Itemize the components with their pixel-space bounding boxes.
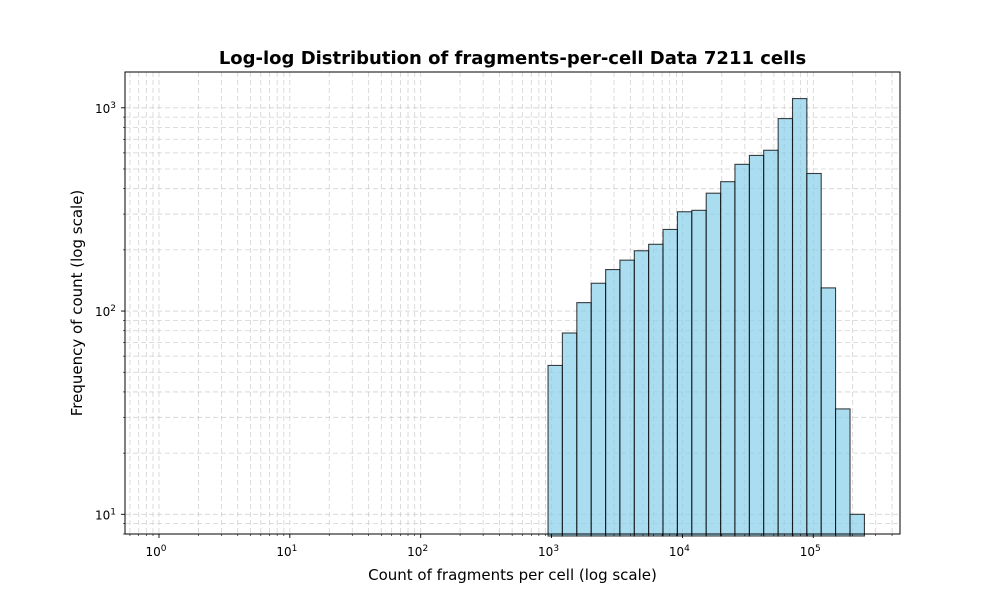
x-tick-label: 105 (800, 544, 821, 559)
histogram-bar (791, 98, 808, 537)
histogram-bar (605, 269, 621, 537)
x-tick-label: 100 (145, 544, 166, 559)
histogram-bar (734, 163, 750, 537)
histogram-bar (849, 513, 865, 537)
plot-area (121, 71, 901, 538)
x-axis-label: Count of fragments per cell (log scale) (368, 566, 657, 584)
histogram-bar (691, 209, 707, 537)
x-tick-label: 101 (276, 544, 297, 559)
y-axis-tick-labels: 101 102 103 (95, 101, 116, 523)
histogram-bar (576, 302, 592, 537)
x-tick-label: 104 (669, 544, 690, 559)
histogram-bars (547, 98, 865, 537)
histogram-bar (676, 211, 693, 537)
histogram-bar (633, 250, 650, 537)
y-tick-label: 103 (95, 101, 116, 116)
y-tick-label: 101 (95, 507, 116, 522)
histogram-bar (835, 408, 851, 537)
histogram-bar (777, 118, 794, 537)
chart-title: Log-log Distribution of fragments-per-ce… (219, 48, 806, 69)
axis-ticks (121, 107, 893, 538)
histogram-bar (547, 364, 563, 537)
histogram-bar (590, 282, 607, 537)
histogram-bar (648, 243, 664, 537)
histogram-bar (748, 154, 765, 537)
histogram-bar (820, 287, 837, 537)
axes-frame (124, 71, 901, 535)
histogram-bar (662, 228, 678, 537)
histogram-bar (763, 149, 779, 537)
x-tick-label: 102 (407, 544, 428, 559)
y-tick-label: 102 (95, 304, 116, 319)
y-axis-label: Frequency of count (log scale) (68, 190, 86, 417)
x-tick-label: 103 (538, 544, 559, 559)
histogram-bar (720, 181, 736, 537)
histogram-bar (806, 172, 822, 537)
histogram-bar (619, 259, 635, 537)
x-axis-tick-labels: 100 101 102 103 104 105 (145, 544, 820, 559)
histogram-bar (561, 332, 578, 537)
histogram-bar (705, 192, 722, 537)
